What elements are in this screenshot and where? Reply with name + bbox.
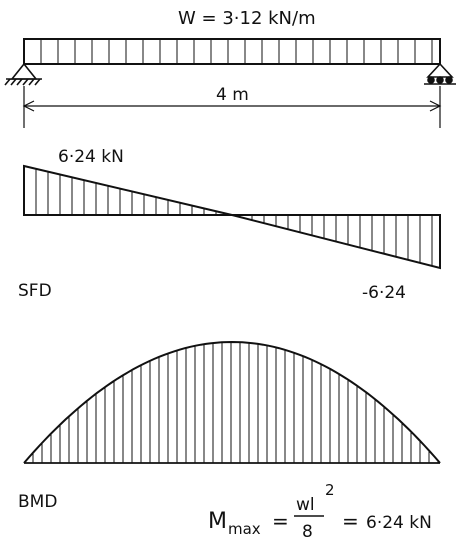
sfd-left-value: 6·24 kN [58,147,124,167]
shear-force-diagram [23,164,441,270]
sfd-right-value: -6·24 [362,283,406,303]
span-label: 4 m [216,85,249,105]
bmd-parabola [23,340,441,464]
equals-sign: = [272,509,289,533]
sfd-label: SFD [18,281,52,301]
span-dimension [22,86,442,128]
bmd-label: BMD [18,492,57,512]
udl-hatch-lines [40,39,433,64]
load-label: W = 3·12 kN/m [178,8,316,29]
formula-denominator: 8 [302,522,313,542]
mmax-formula: M max = wl 2 8 = 6·24 kN [208,481,432,542]
mmax-symbol: M [208,509,227,534]
mmax-subscript: max [228,520,261,538]
roller-support [424,62,456,85]
equals-sign-2: = [342,509,359,533]
formula-numerator: wl [296,495,315,515]
udl-load-block [23,38,441,65]
bmd-hatch-lines [32,342,439,463]
mmax-value: 6·24 kN [366,513,432,533]
bending-moment-diagram [23,340,441,464]
pinned-support [4,62,42,86]
sfd-hatch-lines [35,168,433,266]
formula-exponent: 2 [325,481,335,499]
sfd-positive-region [23,164,233,216]
